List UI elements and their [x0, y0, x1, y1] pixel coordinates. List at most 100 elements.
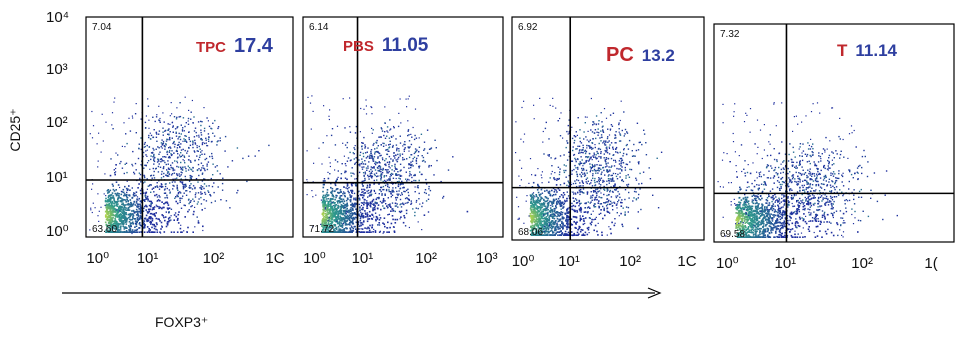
event-dot	[395, 174, 398, 176]
event-dot	[114, 173, 116, 176]
plot-frame	[302, 16, 504, 238]
event-dot	[348, 223, 350, 225]
event-dot	[367, 231, 369, 233]
event-dot	[326, 209, 328, 211]
event-dot	[325, 231, 328, 233]
event-dot	[143, 226, 146, 229]
event-dot	[166, 151, 168, 153]
event-dot	[112, 217, 114, 219]
event-dot	[109, 212, 112, 215]
event-dot	[397, 158, 399, 160]
event-dot	[580, 202, 582, 204]
event-dot	[106, 201, 109, 203]
event-dot	[607, 128, 609, 130]
event-dot	[366, 169, 368, 171]
event-dot	[551, 189, 553, 192]
event-dot	[108, 218, 110, 221]
event-dot	[381, 157, 384, 159]
event-dot	[376, 147, 378, 149]
event-dot	[338, 200, 340, 202]
event-dot	[197, 181, 199, 183]
event-dot	[572, 215, 575, 218]
event-dot	[334, 169, 336, 171]
event-dot	[144, 127, 147, 129]
event-dot	[125, 201, 127, 203]
event-dot	[390, 222, 393, 225]
event-dot	[166, 224, 169, 226]
event-dot	[190, 177, 192, 180]
event-dot	[595, 188, 597, 190]
event-dot	[550, 214, 552, 216]
event-dot	[410, 133, 412, 135]
event-dot	[366, 202, 368, 205]
event-dot	[363, 175, 365, 177]
event-dot	[335, 204, 337, 206]
event-dot	[606, 146, 608, 148]
event-dot	[151, 202, 153, 204]
event-dot	[358, 198, 361, 200]
event-dot	[574, 216, 577, 218]
event-dot	[126, 203, 128, 206]
event-dot	[558, 203, 561, 205]
event-dot	[381, 130, 384, 132]
event-dot	[440, 180, 442, 183]
event-dot	[125, 211, 127, 214]
event-dot	[594, 224, 597, 227]
event-dot	[543, 234, 545, 236]
event-dot	[118, 215, 120, 217]
event-dot	[155, 222, 158, 224]
event-dot	[161, 170, 163, 173]
event-dot	[173, 185, 175, 187]
event-dot	[125, 230, 128, 232]
event-dot	[382, 232, 384, 234]
event-dot	[349, 212, 352, 215]
event-dot	[595, 170, 597, 172]
event-dot	[602, 166, 605, 169]
event-dot	[637, 197, 639, 199]
event-dot	[543, 208, 546, 211]
event-dot	[382, 201, 385, 203]
event-dot	[633, 155, 635, 157]
event-dot	[556, 215, 558, 218]
event-dot	[335, 196, 337, 199]
event-dot	[208, 185, 210, 187]
event-dot	[116, 211, 119, 213]
event-dot	[370, 217, 373, 220]
event-dot	[558, 189, 561, 191]
event-dot	[200, 185, 202, 187]
event-dot	[410, 154, 413, 156]
event-dot	[558, 212, 561, 214]
event-dot	[124, 199, 127, 201]
event-dot	[423, 141, 426, 143]
event-dot	[323, 218, 325, 221]
event-dot	[354, 162, 356, 164]
event-dot	[340, 219, 343, 221]
event-dot	[418, 179, 420, 182]
event-dot	[560, 230, 562, 232]
event-dot	[203, 127, 206, 130]
event-dot	[158, 188, 161, 190]
event-dot	[561, 201, 564, 204]
event-dot	[329, 199, 331, 201]
event-dot	[367, 192, 369, 194]
event-dot	[466, 210, 469, 213]
event-dot	[537, 191, 540, 194]
event-dot	[201, 167, 203, 169]
event-dot	[606, 169, 608, 171]
event-dot	[535, 218, 538, 220]
event-dot	[581, 171, 583, 174]
event-dot	[585, 202, 587, 204]
event-dot	[408, 156, 411, 159]
event-dot	[392, 208, 394, 210]
event-dot	[126, 189, 129, 191]
event-dot	[380, 144, 382, 146]
event-dot	[346, 184, 349, 186]
event-dot	[593, 199, 596, 201]
event-dot	[582, 173, 584, 175]
event-dot	[139, 208, 142, 211]
event-dot	[389, 203, 391, 205]
event-dot	[635, 191, 637, 193]
x-tick-label: 10⁰	[86, 250, 109, 267]
event-dot	[364, 160, 366, 162]
event-dot	[179, 191, 181, 193]
